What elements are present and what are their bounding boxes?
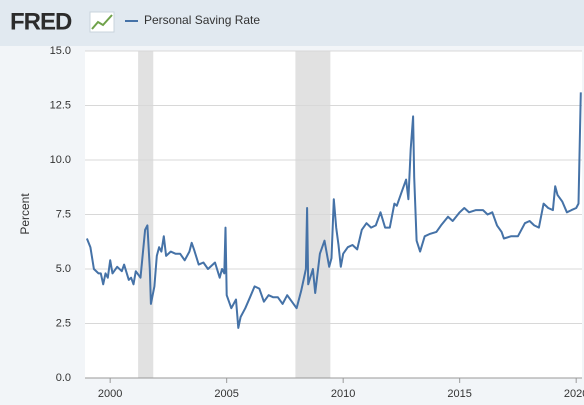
logo: FRED [10, 8, 72, 35]
y-axis-label: Percent [18, 193, 32, 235]
y-tick-label: 7.5 [56, 208, 71, 220]
x-tick-label: 2015 [447, 388, 471, 400]
y-tick-label: 10.0 [50, 154, 71, 166]
y-tick-label: 2.5 [56, 317, 71, 329]
series-line [85, 92, 582, 329]
x-tick-label: 2020 [564, 388, 584, 400]
y-tick-label: 15.0 [50, 45, 71, 57]
x-tick-label: 2005 [214, 388, 238, 400]
legend-label: Personal Saving Rate [144, 13, 260, 27]
y-tick-label: 0.0 [56, 372, 71, 384]
y-tick-label: 12.5 [50, 99, 71, 111]
x-tick-label: 2010 [331, 388, 355, 400]
header [0, 0, 584, 46]
logo-icon [89, 11, 115, 33]
y-tick-label: 5.0 [56, 263, 71, 275]
x-tick-label: 2000 [98, 388, 122, 400]
